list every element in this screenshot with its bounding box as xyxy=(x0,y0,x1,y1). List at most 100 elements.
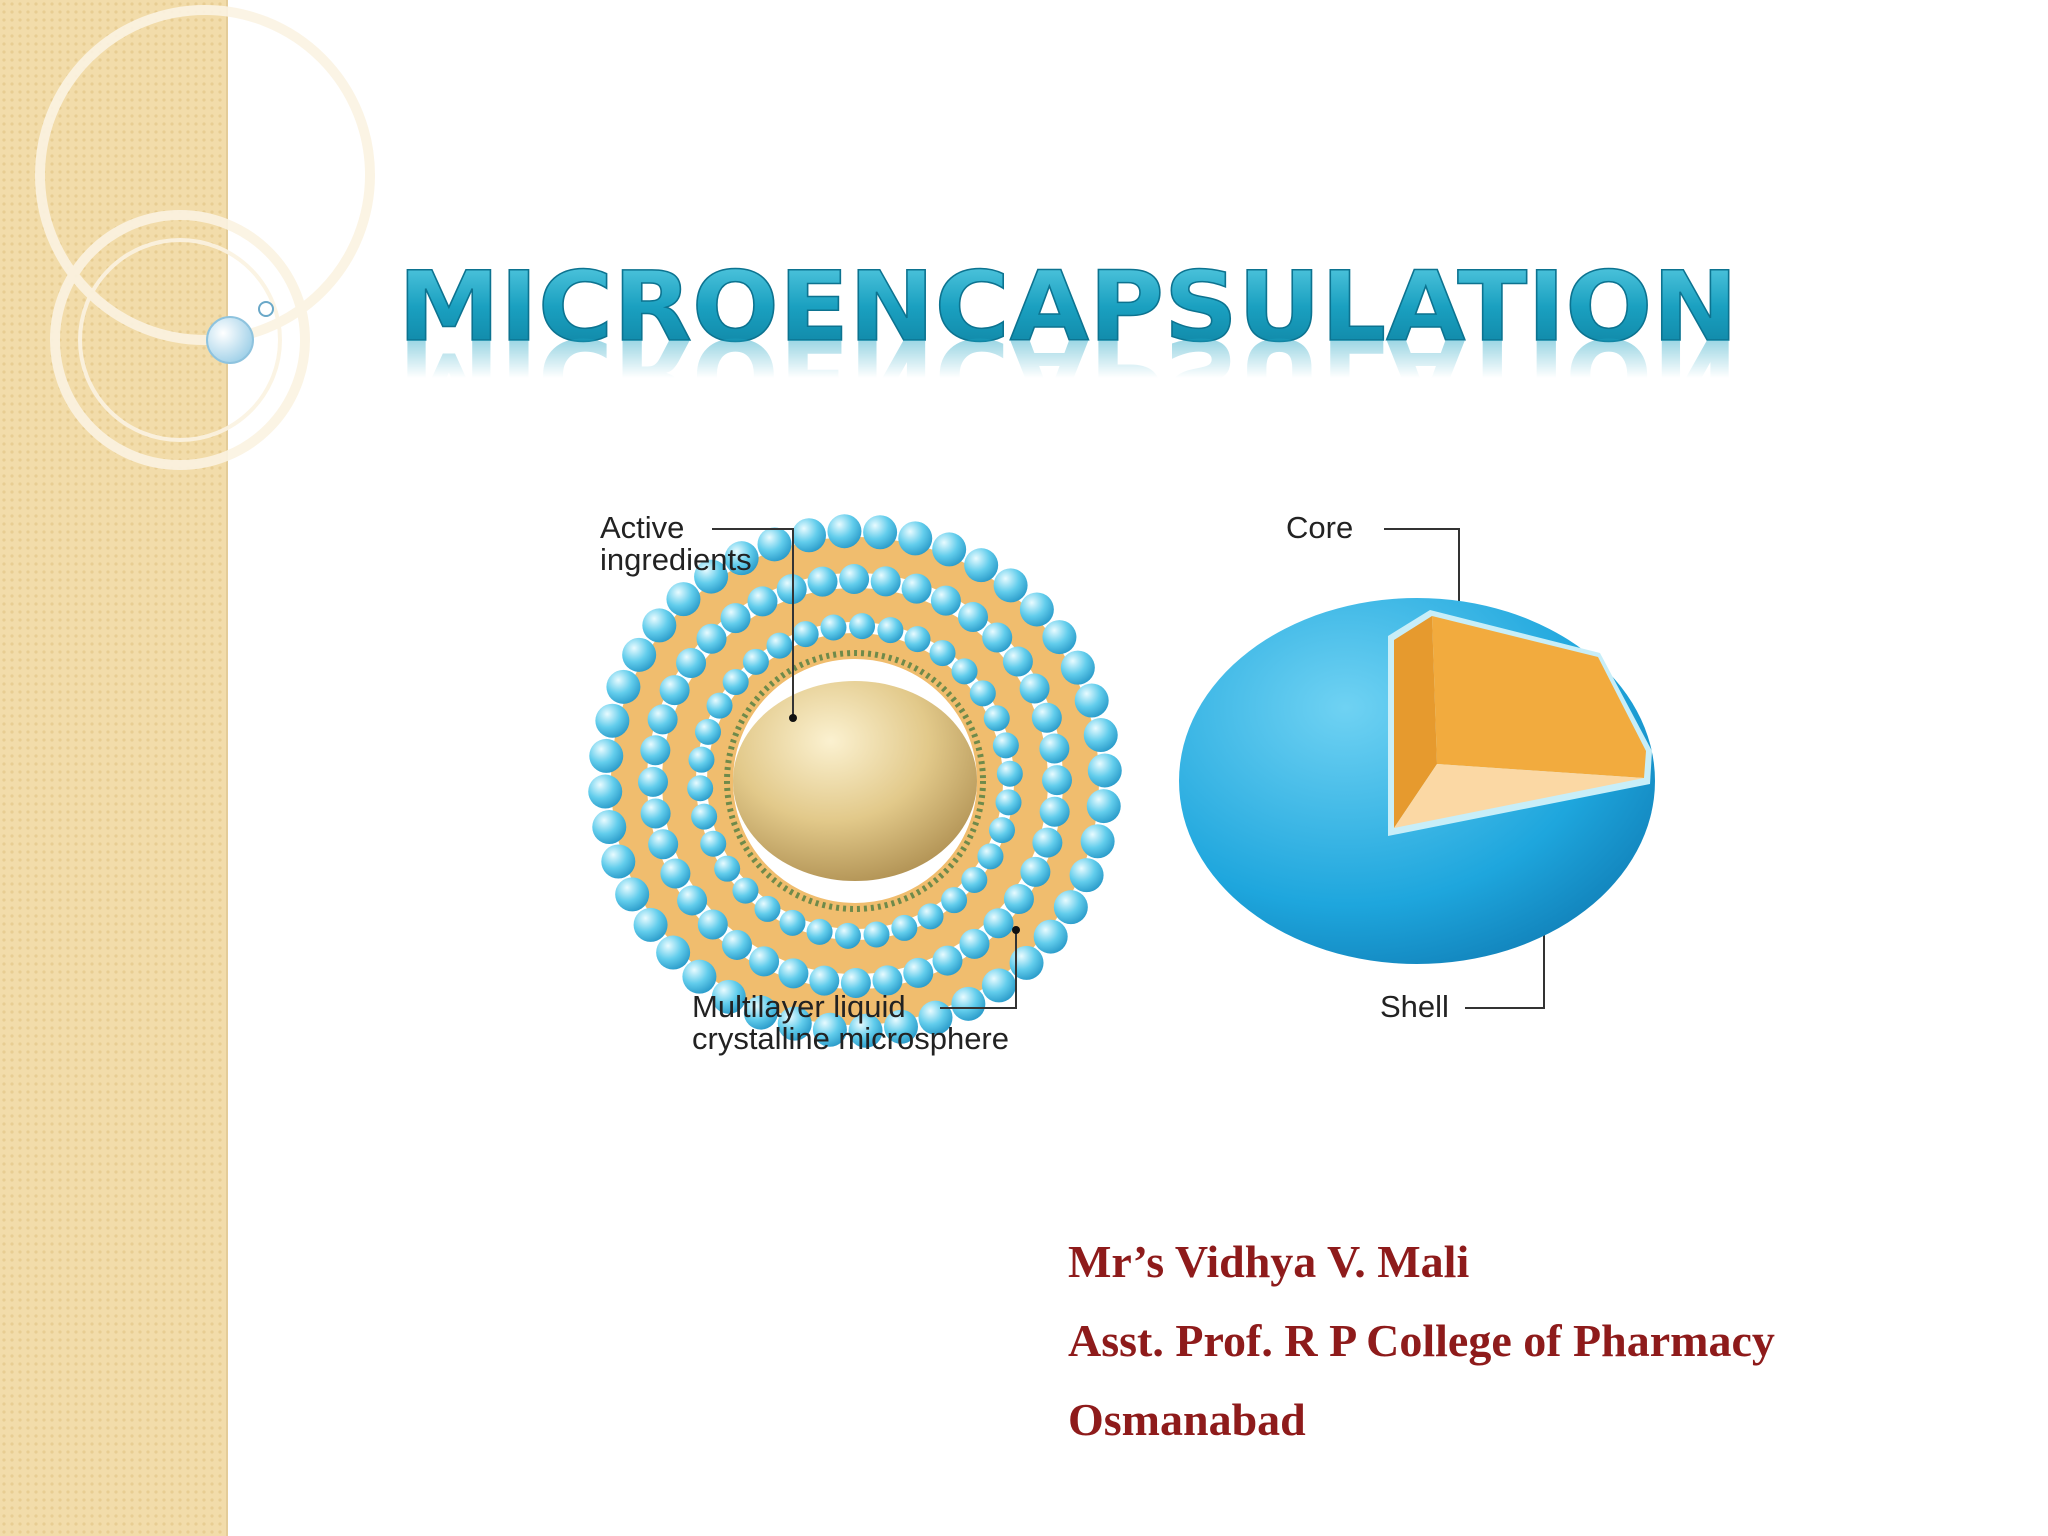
lipid-head xyxy=(1086,789,1121,824)
lipid-head xyxy=(996,760,1023,787)
lipid-band xyxy=(662,588,1048,974)
lipid-head xyxy=(812,1012,847,1047)
lipid-head xyxy=(1069,858,1104,893)
lipid-band xyxy=(611,537,1099,1025)
lipid-head xyxy=(988,817,1015,844)
lipid-head xyxy=(951,658,978,685)
lipid-head xyxy=(647,704,678,735)
lipid-head xyxy=(660,858,691,889)
lipid-head xyxy=(951,986,986,1021)
lipid-head xyxy=(901,573,932,604)
lipid-head xyxy=(1003,884,1034,915)
lipid-head xyxy=(724,541,759,576)
lipid-head xyxy=(697,909,728,940)
lipid-head xyxy=(983,908,1014,939)
decor-bubble xyxy=(258,301,274,317)
lipid-head xyxy=(995,789,1022,816)
lipid-head xyxy=(932,945,963,976)
lipid-head xyxy=(588,774,623,809)
lipid-head xyxy=(706,692,733,719)
lipid-head xyxy=(1042,620,1077,655)
lipid-head xyxy=(776,574,807,605)
lipid-head xyxy=(1083,718,1118,753)
lipid-head xyxy=(1060,650,1095,685)
lipid-head xyxy=(891,914,918,941)
lipid-head xyxy=(1039,733,1070,764)
lipid-head xyxy=(961,866,988,893)
lipid-head xyxy=(732,877,759,904)
lipid-head xyxy=(1039,796,1070,827)
core-face xyxy=(1394,616,1437,828)
lipid-head xyxy=(863,921,890,948)
lipid-head xyxy=(977,843,1004,870)
lipid-head xyxy=(595,703,630,738)
core-face xyxy=(1394,764,1644,828)
lipid-head xyxy=(903,957,934,988)
lipid-head xyxy=(877,617,904,644)
lipid-head xyxy=(640,735,671,766)
core-face xyxy=(1432,616,1646,778)
lipid-head xyxy=(918,1000,953,1035)
lipid-head xyxy=(1019,592,1054,627)
lipid-head xyxy=(1019,673,1050,704)
lipid-head xyxy=(700,830,727,857)
lipid-head xyxy=(1009,945,1044,980)
lipid-head xyxy=(904,626,931,653)
lipid-head xyxy=(982,622,1013,653)
lipid-head xyxy=(606,669,641,704)
lipid-head xyxy=(779,909,806,936)
lipid-head xyxy=(941,887,968,914)
lipid-head xyxy=(777,1006,812,1041)
lipid-head xyxy=(1053,890,1088,925)
lipid-head xyxy=(721,929,752,960)
author-line: Asst. Prof. R P College of Pharmacy xyxy=(1068,1315,1775,1366)
inner-fringe xyxy=(724,650,986,912)
lipid-head xyxy=(848,1013,883,1048)
lipid-head xyxy=(1087,753,1122,788)
lipid-head xyxy=(827,514,862,549)
lipid-head xyxy=(969,680,996,707)
lipid-head xyxy=(1033,919,1068,954)
lipid-head xyxy=(747,586,778,617)
lipid-head xyxy=(682,959,717,994)
lipid-head xyxy=(993,568,1028,603)
lipid-head xyxy=(1074,683,1109,718)
lipid-head xyxy=(932,532,967,567)
lipid-head xyxy=(959,928,990,959)
diagram-label: Shell xyxy=(1380,989,1449,1024)
lipid-head xyxy=(809,965,840,996)
lipid-head xyxy=(1041,765,1072,796)
lipid-head xyxy=(834,922,861,949)
lipid-head xyxy=(589,738,624,773)
sphere-core xyxy=(733,681,977,881)
lipid-head xyxy=(676,647,707,678)
lipid-head xyxy=(1032,827,1063,858)
lipid-head xyxy=(687,775,714,802)
lipid-head xyxy=(711,979,746,1014)
lipid-head xyxy=(754,895,781,922)
lipid-head xyxy=(1080,824,1115,859)
lipid-head xyxy=(677,885,708,916)
lipid-head xyxy=(958,602,989,633)
lipid-head xyxy=(807,566,838,597)
lipid-head xyxy=(964,548,999,583)
lipid-head xyxy=(592,809,627,844)
lipid-head xyxy=(840,967,871,998)
lipid-head xyxy=(749,946,780,977)
side-strip xyxy=(0,0,227,1536)
lipid-head xyxy=(656,935,691,970)
lipid-head xyxy=(691,803,718,830)
lipid-head xyxy=(615,877,650,912)
lipid-head xyxy=(898,521,933,556)
lipid-head xyxy=(870,566,901,597)
lipid-head xyxy=(792,621,819,648)
lipid-head xyxy=(688,746,715,773)
microsphere-diagram xyxy=(588,514,1122,1048)
lipid-head xyxy=(992,732,1019,759)
lipid-head xyxy=(666,582,701,617)
lipid-head xyxy=(883,1009,918,1044)
diagram-label: ingredients xyxy=(600,542,752,577)
lipid-head xyxy=(622,637,657,672)
diagram-label: Core xyxy=(1286,510,1353,545)
